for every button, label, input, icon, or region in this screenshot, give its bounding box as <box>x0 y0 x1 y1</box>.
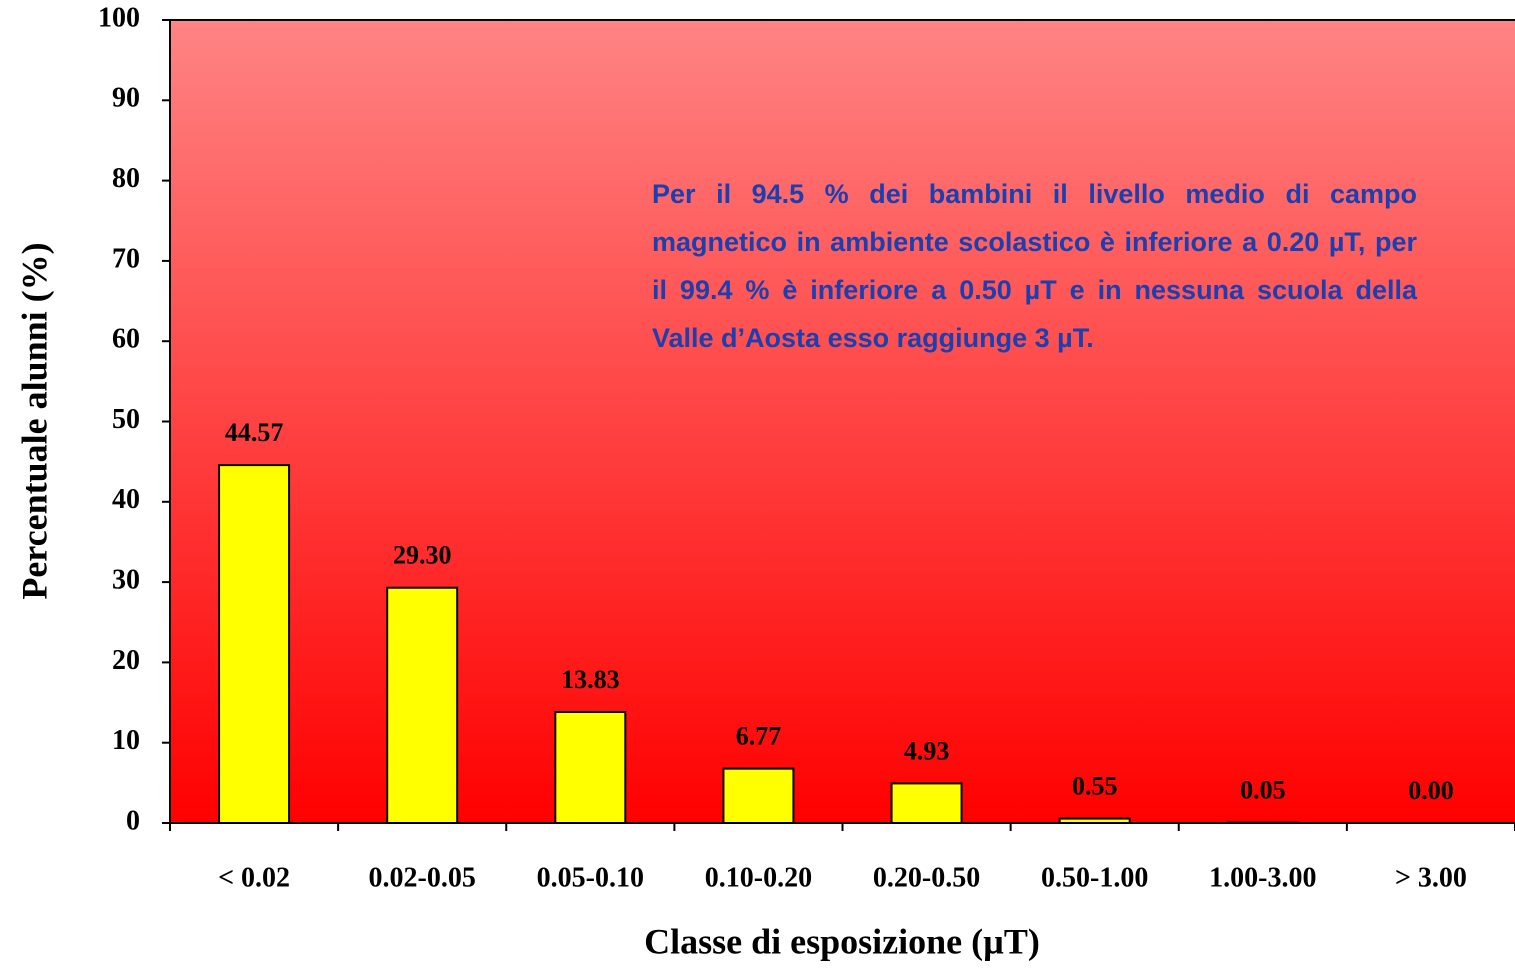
bar <box>386 586 459 825</box>
annotation: Per il 94.5 % dei bambini il livello med… <box>652 179 1417 353</box>
y-tick-label: 70 <box>112 243 140 274</box>
value-label: 13.83 <box>561 665 620 694</box>
x-tick-label: < 0.02 <box>218 862 290 893</box>
x-tick-label: 0.20-0.50 <box>873 862 980 893</box>
y-tick-label: 50 <box>112 404 140 435</box>
x-tick-label: 0.05-0.10 <box>537 862 644 893</box>
x-axis-title: Classe di esposizione (µT) <box>644 921 1040 961</box>
y-tick-label: 10 <box>112 725 140 756</box>
x-tick-label: 0.50-1.00 <box>1041 862 1148 893</box>
value-label: 29.30 <box>393 541 452 570</box>
y-tick-label: 100 <box>98 2 140 33</box>
x-tick-label: 0.02-0.05 <box>369 862 476 893</box>
value-label: 0.55 <box>1072 772 1118 801</box>
x-tick-label: 0.10-0.20 <box>705 862 812 893</box>
y-tick-label: 40 <box>112 484 140 515</box>
value-label: 44.57 <box>225 418 284 447</box>
value-label: 6.77 <box>736 722 782 751</box>
bar <box>1058 817 1131 824</box>
x-tick-label: 1.00-3.00 <box>1209 862 1316 893</box>
bar <box>722 767 795 824</box>
y-tick-label: 80 <box>112 163 140 194</box>
y-tick-label: 90 <box>112 83 140 114</box>
y-tick-label: 20 <box>112 645 140 676</box>
bar <box>554 710 627 825</box>
x-tick-label: > 3.00 <box>1395 862 1467 893</box>
y-tick-label: 30 <box>112 565 140 596</box>
y-axis-title: Percentuale alunni (%) <box>14 242 54 599</box>
y-tick-label: 0 <box>126 805 140 836</box>
value-label: 0.05 <box>1240 776 1286 805</box>
y-tick-label: 60 <box>112 324 140 355</box>
bar <box>890 782 963 825</box>
value-label: 4.93 <box>904 736 950 765</box>
bar <box>218 464 291 824</box>
plot-background <box>170 20 1515 823</box>
value-label: 0.00 <box>1408 776 1454 805</box>
